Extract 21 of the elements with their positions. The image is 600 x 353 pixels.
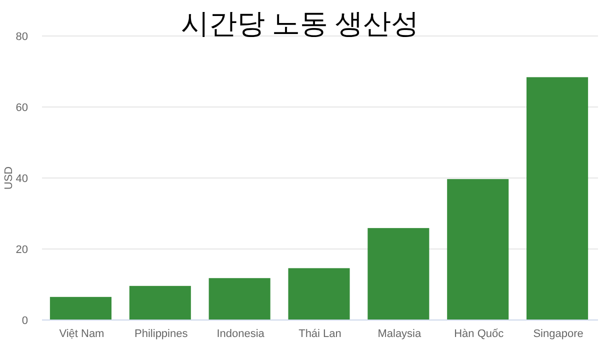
- x-tick-label: Việt Nam: [59, 328, 104, 340]
- y-tick-label: 0: [22, 315, 28, 327]
- y-axis-title: USD: [3, 166, 15, 190]
- x-tick-label: Malaysia: [378, 328, 422, 340]
- bar: [526, 77, 588, 320]
- bar: [208, 278, 270, 320]
- y-tick-label: 80: [16, 31, 28, 43]
- chart-title: 시간당 노동 생산성: [181, 9, 419, 40]
- y-tick-label: 20: [16, 244, 28, 256]
- bar: [447, 179, 509, 320]
- bar: [288, 268, 350, 320]
- bar: [50, 296, 112, 320]
- x-tick-label: Indonesia: [216, 328, 266, 340]
- y-tick-label: 40: [16, 173, 28, 185]
- x-tick-label: Hàn Quốc: [454, 328, 504, 340]
- x-tick-label: Thái Lan: [298, 328, 342, 340]
- bar: [129, 286, 191, 320]
- x-tick-label: Philippines: [134, 328, 188, 340]
- x-tick-label: Singapore: [533, 328, 584, 340]
- bar: [368, 228, 430, 320]
- y-tick-label: 60: [16, 102, 28, 114]
